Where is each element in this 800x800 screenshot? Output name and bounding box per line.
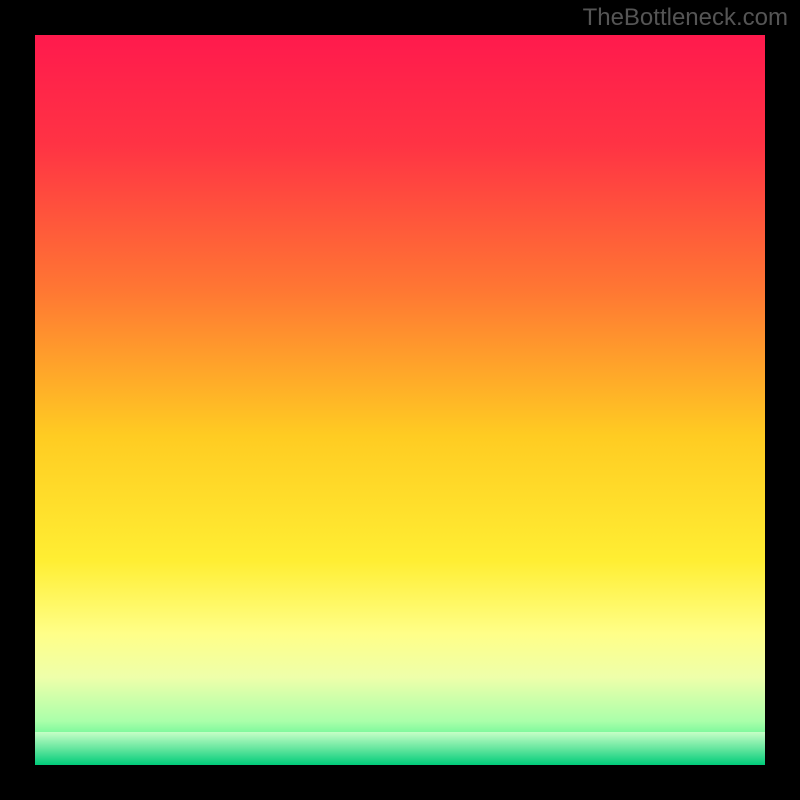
watermark-text: TheBottleneck.com: [583, 4, 788, 32]
plot-area: [35, 35, 765, 765]
heat-gradient-background: [35, 35, 765, 765]
chart-root: TheBottleneck.com: [0, 0, 800, 800]
green-bottom-band: [35, 732, 765, 765]
